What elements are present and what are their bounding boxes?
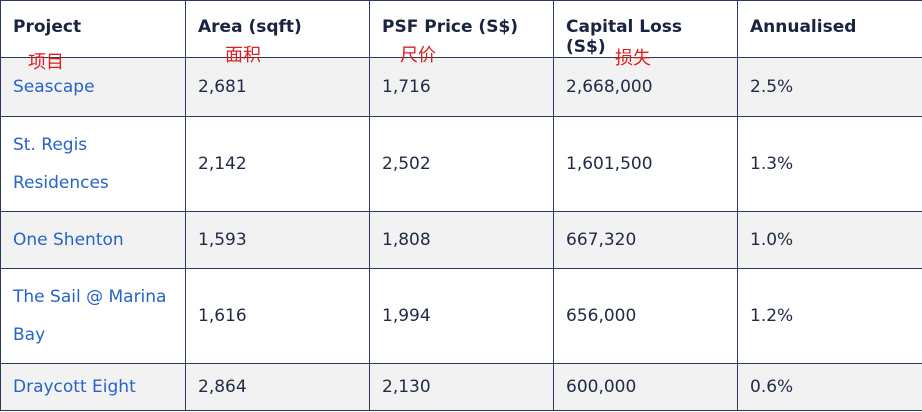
psf-cell: 1,716 — [369, 57, 554, 117]
header-psf-price: PSF Price (S$) — [369, 0, 554, 58]
annotation-psf: 尺价 — [400, 45, 436, 66]
header-capital-loss: Capital Loss (S$) — [553, 0, 738, 58]
loss-cell: 1,601,500 — [553, 116, 738, 212]
annualised-cell: 2.5% — [737, 57, 922, 117]
project-link[interactable]: One Shenton — [13, 230, 124, 250]
table-row: St. Regis Residences 2,142 2,502 1,601,5… — [0, 116, 922, 212]
loss-cell: 2,668,000 — [553, 57, 738, 117]
loss-cell: 667,320 — [553, 211, 738, 269]
annualised-cell: 0.6% — [737, 363, 922, 411]
table-row: Draycott Eight 2,864 2,130 600,000 0.6% — [0, 363, 922, 411]
area-cell: 2,142 — [185, 116, 370, 212]
project-cell: St. Regis Residences — [0, 116, 186, 212]
psf-cell: 2,130 — [369, 363, 554, 411]
loss-cell: 600,000 — [553, 363, 738, 411]
area-cell: 1,593 — [185, 211, 370, 269]
area-cell: 2,864 — [185, 363, 370, 411]
area-cell: 2,681 — [185, 57, 370, 117]
area-cell: 1,616 — [185, 268, 370, 364]
table-row: One Shenton 1,593 1,808 667,320 1.0% — [0, 211, 922, 269]
project-cell: The Sail @ Marina Bay — [0, 268, 186, 364]
project-link[interactable]: Draycott Eight — [13, 377, 136, 397]
project-link[interactable]: The Sail @ Marina Bay — [13, 287, 167, 345]
psf-cell: 2,502 — [369, 116, 554, 212]
header-annualised: Annualised — [737, 0, 922, 58]
header-area: Area (sqft) — [185, 0, 370, 58]
project-link[interactable]: Seascape — [13, 77, 95, 97]
psf-cell: 1,994 — [369, 268, 554, 364]
header-project: Project — [0, 0, 186, 58]
annotation-loss: 损失 — [615, 48, 651, 69]
project-link[interactable]: St. Regis Residences — [13, 135, 109, 193]
project-cell: Draycott Eight — [0, 363, 186, 411]
annualised-cell: 1.2% — [737, 268, 922, 364]
annualised-cell: 1.3% — [737, 116, 922, 212]
loss-cell: 656,000 — [553, 268, 738, 364]
table-row: Seascape 2,681 1,716 2,668,000 2.5% — [0, 57, 922, 117]
annotation-area: 面积 — [225, 45, 261, 66]
annualised-cell: 1.0% — [737, 211, 922, 269]
project-cell: One Shenton — [0, 211, 186, 269]
table-row: The Sail @ Marina Bay 1,616 1,994 656,00… — [0, 268, 922, 364]
annotation-project: 项目 — [28, 52, 64, 73]
psf-cell: 1,808 — [369, 211, 554, 269]
header-row: Project Area (sqft) PSF Price (S$) Capit… — [0, 0, 922, 58]
